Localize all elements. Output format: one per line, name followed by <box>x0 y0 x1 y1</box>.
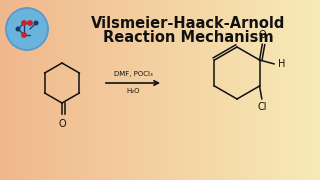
Circle shape <box>28 21 32 25</box>
Text: DMF, POCl₃: DMF, POCl₃ <box>114 71 152 77</box>
Text: O: O <box>259 30 266 40</box>
Circle shape <box>34 21 38 25</box>
Text: Reaction Mechanism: Reaction Mechanism <box>103 30 273 44</box>
Text: H: H <box>278 59 285 69</box>
Text: Vilsmeier-Haack-Arnold: Vilsmeier-Haack-Arnold <box>91 15 285 30</box>
Text: O: O <box>58 119 66 129</box>
Text: Cl: Cl <box>257 102 267 112</box>
Circle shape <box>16 27 20 31</box>
Circle shape <box>22 21 26 25</box>
Circle shape <box>22 33 26 37</box>
Text: H₂O: H₂O <box>126 88 140 94</box>
Circle shape <box>6 8 48 50</box>
